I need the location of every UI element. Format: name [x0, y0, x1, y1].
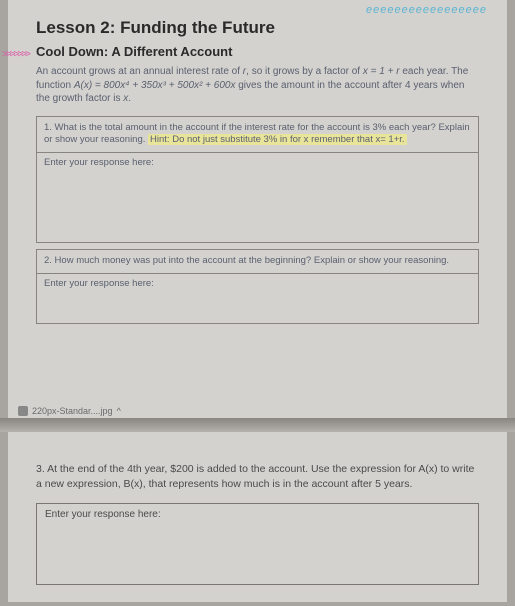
tab-thumbnail-icon [18, 406, 28, 416]
intro-text-1: An account grows at an annual interest r… [36, 66, 243, 77]
response-1-cell: Enter your response here: [37, 153, 478, 242]
page-gap [0, 418, 515, 432]
subtitle-row: >>>>>>> Cool Down: A Different Account [36, 44, 479, 65]
question-2-box: 2. How much money was put into the accou… [36, 249, 479, 324]
question-1-header: 1. What is the total amount in the accou… [37, 117, 478, 154]
worksheet-page-bottom: 3. At the end of the 4th year, $200 is a… [8, 432, 507, 602]
intro-eq1: x = 1 + r [363, 66, 400, 77]
question-1-box: 1. What is the total amount in the accou… [36, 116, 479, 244]
response-1-input[interactable] [44, 170, 471, 240]
intro-text-2: , so it grows by a factor of [246, 66, 363, 77]
arrow-decor: >>>>>>> [2, 49, 29, 60]
response-2-label: Enter your response here: [44, 278, 471, 289]
response-3-label: Enter your response here: [37, 504, 478, 522]
subtitle: Cool Down: A Different Account [36, 44, 232, 59]
response-3-input[interactable] [37, 524, 478, 584]
response-2-input[interactable] [44, 291, 471, 321]
worksheet-page-top: eeeeeeeeeeeeeeeee Lesson 2: Funding the … [8, 0, 507, 418]
question-1-hint: Hint: Do not just substitute 3% in for x… [148, 134, 407, 145]
browser-tab[interactable]: 220px-Standar....jpg ^ [18, 406, 121, 416]
decorative-text: eeeeeeeeeeeeeeeee [366, 4, 487, 16]
question-2-header: 2. How much money was put into the accou… [37, 250, 478, 274]
response-1-label: Enter your response here: [44, 157, 471, 168]
tab-caret-icon: ^ [117, 406, 121, 416]
question-3-box: Enter your response here: [36, 503, 479, 585]
response-2-cell: Enter your response here: [37, 274, 478, 323]
intro-eq2: A(x) = 800x⁴ + 350x³ + 500x² + 600x [74, 80, 236, 91]
question-3-text: 3. At the end of the 4th year, $200 is a… [36, 462, 479, 491]
intro-paragraph: An account grows at an annual interest r… [36, 65, 479, 106]
intro-text-5: . [128, 93, 131, 104]
tab-label: 220px-Standar....jpg [32, 406, 113, 416]
lesson-title: Lesson 2: Funding the Future [36, 18, 479, 38]
